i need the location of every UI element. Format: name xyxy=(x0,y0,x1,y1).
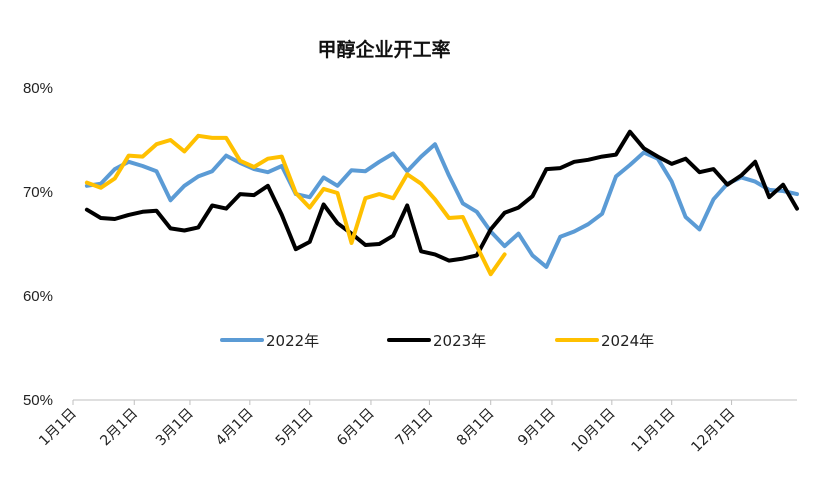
x-tick-label: 2月1日 xyxy=(97,406,141,450)
legend-label: 2024年 xyxy=(601,332,654,350)
legend-label: 2022年 xyxy=(266,332,319,350)
series-layer xyxy=(84,129,799,277)
x-tick-label: 10月1日 xyxy=(569,406,619,456)
x-tick-label: 8月1日 xyxy=(454,406,498,450)
y-axis: 80% 70% 60% 50% xyxy=(23,80,53,409)
x-tick-label: 1月1日 xyxy=(36,406,80,450)
x-tick-label: 7月1日 xyxy=(393,406,437,450)
x-tick-label: 12月1日 xyxy=(688,406,738,456)
series-line-2022 xyxy=(84,142,799,269)
y-tick-label: 80% xyxy=(23,80,53,97)
x-tick-label: 5月1日 xyxy=(273,406,317,450)
x-tick-label: 4月1日 xyxy=(213,406,257,450)
x-tick-label: 6月1日 xyxy=(334,406,378,450)
x-tick-label: 3月1日 xyxy=(153,406,197,450)
y-tick-label: 70% xyxy=(23,184,53,201)
series-line-2023 xyxy=(84,129,799,263)
x-tick-label: 11月1日 xyxy=(629,406,679,456)
legend-label: 2023年 xyxy=(433,332,486,350)
y-tick-label: 60% xyxy=(23,288,53,305)
y-tick-label: 50% xyxy=(23,392,53,409)
x-axis: 1月1日 2月1日 3月1日 4月1日 5月1日 6月1日 7月1日 8月1日 9月1日 10月1… xyxy=(36,399,797,456)
legend: 2022年 2023年 2024年 xyxy=(220,332,654,350)
x-tick-label: 9月1日 xyxy=(515,406,559,450)
chart-title: 甲醇企业开工率 xyxy=(317,38,450,61)
series-line-2024 xyxy=(84,133,507,277)
